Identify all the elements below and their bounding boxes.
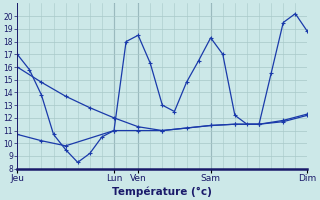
X-axis label: Température (°c): Température (°c): [112, 186, 212, 197]
